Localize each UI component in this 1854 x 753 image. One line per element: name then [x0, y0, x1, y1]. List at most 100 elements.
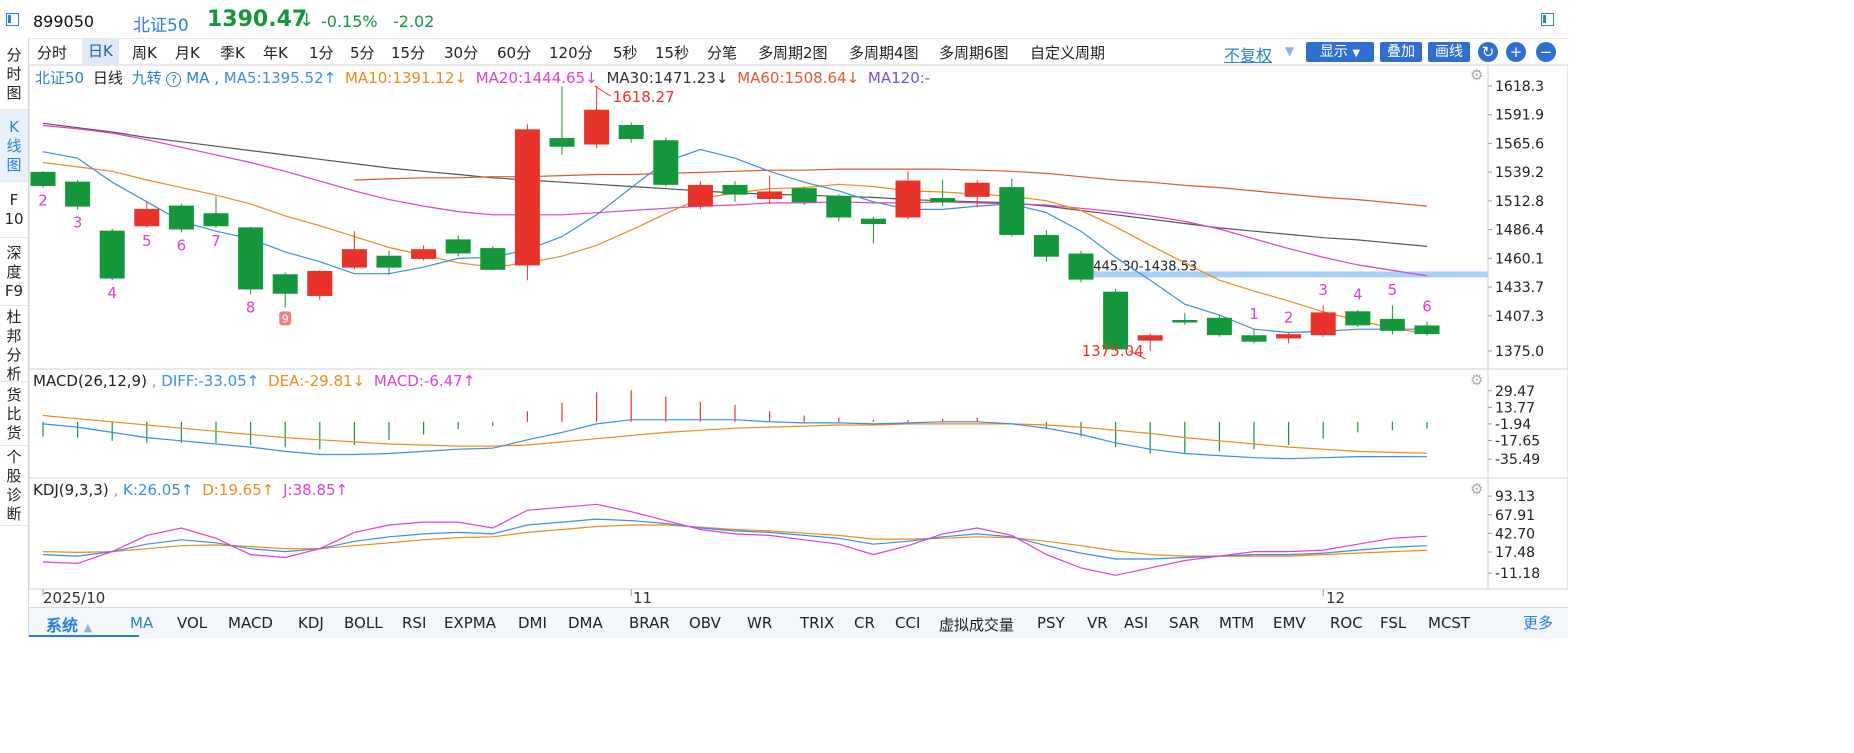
display-label: 显示: [1319, 44, 1348, 60]
kdj-settings-gear-icon[interactable]: ⚙: [1470, 480, 1484, 498]
main-legend: 北证50 日线 九转 ? MA , MA5:1395.52↑ MA10:1391…: [35, 69, 931, 87]
draw-line-button[interactable]: 画线: [1428, 42, 1470, 62]
percent-change: -0.15%: [321, 12, 378, 31]
indicator-tab-10[interactable]: BRAR: [629, 614, 670, 632]
indicator-tab-23[interactable]: ROC: [1330, 614, 1363, 632]
indicator-tab-11[interactable]: OBV: [689, 614, 721, 632]
collapse-right-icon[interactable]: [1541, 13, 1554, 26]
indicator-tab-4[interactable]: KDJ: [298, 614, 324, 632]
macd-settings-gear-icon[interactable]: ⚙: [1470, 371, 1484, 389]
plus-icon[interactable]: +: [1506, 42, 1526, 62]
stock-name[interactable]: 北证50: [133, 16, 189, 36]
period-tab-4[interactable]: 月K: [175, 44, 200, 62]
indicator-tab-6[interactable]: RSI: [402, 614, 427, 632]
indicator-tab-18[interactable]: VR: [1087, 614, 1108, 632]
price-tick-label: 1591.9: [1495, 108, 1544, 124]
indicator-tab-12[interactable]: WR: [747, 614, 773, 632]
indicator-tab-2[interactable]: VOL: [177, 614, 208, 632]
period-tab-7[interactable]: 1分: [309, 44, 334, 62]
sidebar-item-5[interactable]: 杜邦分析: [0, 306, 28, 383]
kdj-d: D:19.65↑: [202, 481, 275, 499]
indicator-tab-14[interactable]: CR: [854, 614, 875, 632]
period-tab-12[interactable]: 120分: [549, 44, 593, 62]
candle-body: [376, 255, 402, 268]
indicator-tab-19[interactable]: ASI: [1124, 614, 1149, 632]
candle-body: [238, 227, 264, 290]
minus-icon[interactable]: −: [1536, 42, 1556, 62]
indicator-tab-9[interactable]: DMA: [568, 614, 603, 632]
nine-count-label: 7: [211, 232, 221, 250]
indicator-tab-21[interactable]: MTM: [1219, 614, 1255, 632]
period-tab-5[interactable]: 季K: [220, 44, 245, 62]
period-tab-3[interactable]: 周K: [132, 44, 157, 62]
indicator-tab-1[interactable]: MA: [130, 614, 154, 632]
legend-period: 日线: [92, 69, 123, 87]
period-tab-2[interactable]: 日K: [82, 39, 119, 64]
period-tab-1[interactable]: 分时: [37, 44, 68, 62]
main-panel-frame: [28, 64, 1568, 370]
period-tab-19[interactable]: 自定义周期: [1030, 44, 1106, 62]
period-tab-6[interactable]: 年K: [263, 44, 288, 62]
sidebar-item-6[interactable]: 货比货: [0, 382, 28, 446]
period-tab-9[interactable]: 15分: [391, 44, 426, 62]
sidebar-item-3[interactable]: F 10: [0, 182, 28, 238]
indicator-tab-13[interactable]: TRIX: [800, 614, 835, 632]
indicator-tab-5[interactable]: BOLL: [344, 614, 383, 632]
x-label-dec: 12: [1326, 589, 1346, 607]
period-tab-15[interactable]: 分笔: [707, 44, 738, 62]
nine-count-label: 4: [107, 284, 117, 302]
dropdown-caret-icon[interactable]: ▼: [1285, 44, 1295, 58]
indicator-tab-15[interactable]: CCI: [895, 614, 921, 632]
price-tick-label: 1618.3: [1495, 79, 1544, 95]
period-tab-11[interactable]: 60分: [497, 44, 532, 62]
refresh-icon[interactable]: ↻: [1478, 42, 1498, 62]
period-tab-8[interactable]: 5分: [350, 44, 375, 62]
candle-body: [964, 182, 990, 197]
legend-nine-turn[interactable]: 九转: [131, 69, 162, 87]
sidebar-item-7[interactable]: 个股诊断: [0, 446, 28, 526]
main-settings-gear-icon[interactable]: ⚙: [1470, 66, 1484, 84]
adjust-dropdown[interactable]: 不复权: [1224, 46, 1273, 65]
indicator-tab-8[interactable]: DMI: [518, 614, 547, 632]
kline-chart[interactable]: 1618.31591.91565.61539.21512.81486.41460…: [0, 0, 1568, 637]
candle-body: [1276, 334, 1302, 339]
kdj-panel-frame: [28, 477, 1568, 590]
overlay-button[interactable]: 叠加: [1380, 42, 1422, 62]
display-button[interactable]: 显示 ▼: [1306, 42, 1374, 62]
period-tab-18[interactable]: 多周期6图: [939, 44, 1009, 62]
kdj-title[interactable]: KDJ(9,3,3): [33, 481, 109, 499]
candle-body: [584, 109, 610, 145]
indicator-tab-25[interactable]: MCST: [1428, 614, 1471, 632]
more-button[interactable]: 更多: [1523, 614, 1554, 632]
high-pointer: [594, 85, 611, 97]
period-tab-16[interactable]: 多周期2图: [758, 44, 828, 62]
indicator-tab-17[interactable]: PSY: [1037, 614, 1065, 632]
candle-body: [618, 125, 644, 140]
legend-ma[interactable]: MA: [186, 69, 210, 87]
candle-body: [1241, 335, 1267, 342]
indicator-tab-20[interactable]: SAR: [1169, 614, 1200, 632]
period-tab-13[interactable]: 5秒: [613, 44, 638, 62]
sidebar-item-1[interactable]: 分时图: [0, 38, 28, 110]
period-tab-14[interactable]: 15秒: [655, 44, 690, 62]
nine-count-label: 6: [1422, 298, 1432, 316]
help-icon[interactable]: ?: [166, 72, 182, 87]
current-price: 1390.47: [207, 7, 308, 32]
indicator-tab-16[interactable]: 虚拟成交量: [939, 616, 1015, 634]
indicator-tab-24[interactable]: FSL: [1380, 614, 1407, 632]
price-tick-label: 1375.0: [1495, 344, 1544, 360]
low-pointer: [1129, 350, 1146, 360]
system-tab[interactable]: 系统 ▲: [46, 612, 92, 636]
candle-body: [1206, 317, 1232, 336]
candle-body: [65, 181, 91, 207]
collapse-left-icon[interactable]: [6, 13, 19, 26]
macd-title[interactable]: MACD(26,12,9): [33, 372, 147, 390]
macd-panel-frame: [28, 368, 1568, 479]
period-tab-17[interactable]: 多周期4图: [849, 44, 919, 62]
sidebar-item-4[interactable]: 深度 F9: [0, 238, 28, 306]
indicator-tab-7[interactable]: EXPMA: [444, 614, 497, 632]
indicator-tab-3[interactable]: MACD: [228, 614, 273, 632]
period-tab-10[interactable]: 30分: [444, 44, 479, 62]
indicator-tab-22[interactable]: EMV: [1273, 614, 1306, 632]
